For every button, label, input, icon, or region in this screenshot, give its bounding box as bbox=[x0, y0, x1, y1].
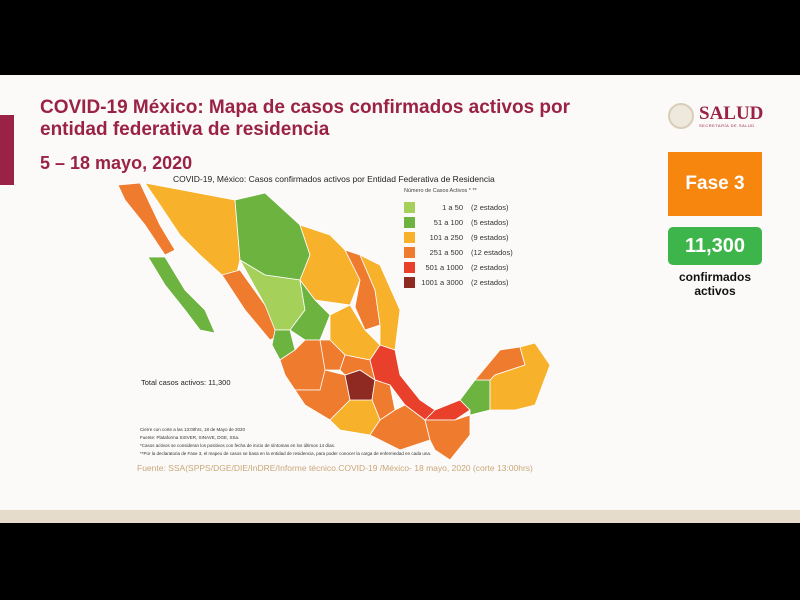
state-oaxaca bbox=[369, 404, 431, 451]
total-active: Total casos activos: 11,300 bbox=[141, 378, 231, 387]
legend-swatch bbox=[404, 277, 415, 288]
phase-badge: Fase 3 bbox=[668, 152, 762, 216]
map-legend: Número de Casos Activos * ** 1 a 50 (2 es… bbox=[404, 188, 513, 290]
legend-range: 51 a 100 bbox=[433, 218, 463, 227]
legend-swatch bbox=[404, 202, 415, 213]
source-text: Fuente: SSA(SPPS/DGE/DIE/InDRE/Informe t… bbox=[137, 463, 533, 473]
legend-item: 51 a 100 (5 estados) bbox=[404, 215, 513, 230]
map-notes: Cierre con corte a las 13:00hrs, 18 de M… bbox=[140, 426, 431, 458]
legend-count: (2 estados) bbox=[471, 203, 509, 212]
accent-bar bbox=[0, 115, 14, 185]
legend-item: 1 a 50 (2 estados) bbox=[404, 200, 513, 215]
page-title: COVID-19 México: Mapa de casos confirmad… bbox=[40, 97, 571, 140]
legend-count: (2 estados) bbox=[471, 263, 509, 272]
legend-item: 251 a 500 (12 estados) bbox=[404, 245, 513, 260]
legend-range: 1 a 50 bbox=[442, 203, 463, 212]
legend-item: 101 a 250 (9 estados) bbox=[404, 230, 513, 245]
legend-title: Número de Casos Activos * ** bbox=[404, 188, 477, 194]
date-range: 5 – 18 mayo, 2020 bbox=[40, 153, 193, 173]
mexico-map bbox=[117, 182, 551, 461]
slide: COVID-19 México: Mapa de casos confirmad… bbox=[0, 75, 800, 523]
state-baja-california bbox=[117, 182, 176, 256]
legend-item: 501 a 1000 (2 estados) bbox=[404, 260, 513, 275]
salud-logo: SALUD SECRETARÍA DE SALUD bbox=[668, 103, 763, 129]
note: **Por la declaratoria de Fase 3, el mape… bbox=[140, 451, 432, 456]
logo-text: SALUD bbox=[699, 102, 764, 124]
legend-range: 101 a 250 bbox=[429, 233, 463, 242]
active-count-label: confirmados activos bbox=[678, 270, 751, 298]
state-chiapas bbox=[424, 414, 471, 461]
legend-swatch bbox=[404, 262, 415, 273]
seal-icon bbox=[668, 103, 694, 129]
legend-range: 1001 a 3000 bbox=[421, 278, 463, 287]
legend-item: 1001 a 3000 (2 estados) bbox=[404, 275, 513, 290]
legend-swatch bbox=[404, 247, 415, 258]
note: Fuente: Plataforma SISVER, SINAVE, DGE, … bbox=[140, 435, 240, 440]
legend-range: 501 a 1000 bbox=[425, 263, 463, 272]
active-count-badge: 11,300 bbox=[668, 227, 762, 265]
state-baja-california-sur bbox=[147, 256, 216, 334]
logo-subtitle: SECRETARÍA DE SALUD bbox=[699, 122, 755, 128]
footer-strip bbox=[0, 510, 800, 523]
legend-swatch bbox=[404, 232, 415, 243]
legend-count: (12 estados) bbox=[471, 248, 513, 257]
legend-count: (2 estados) bbox=[471, 278, 509, 287]
map-title: COVID-19, México: Casos confirmados acti… bbox=[173, 174, 495, 184]
note: Cierre con corte a las 13:00hrs, 18 de M… bbox=[140, 427, 246, 432]
legend-count: (9 estados) bbox=[471, 233, 509, 242]
legend-range: 251 a 500 bbox=[429, 248, 463, 257]
legend-swatch bbox=[404, 217, 415, 228]
state-quintana-roo bbox=[489, 342, 551, 411]
legend-count: (5 estados) bbox=[471, 218, 509, 227]
note: *Casos activos se consideran los positiv… bbox=[140, 443, 336, 448]
